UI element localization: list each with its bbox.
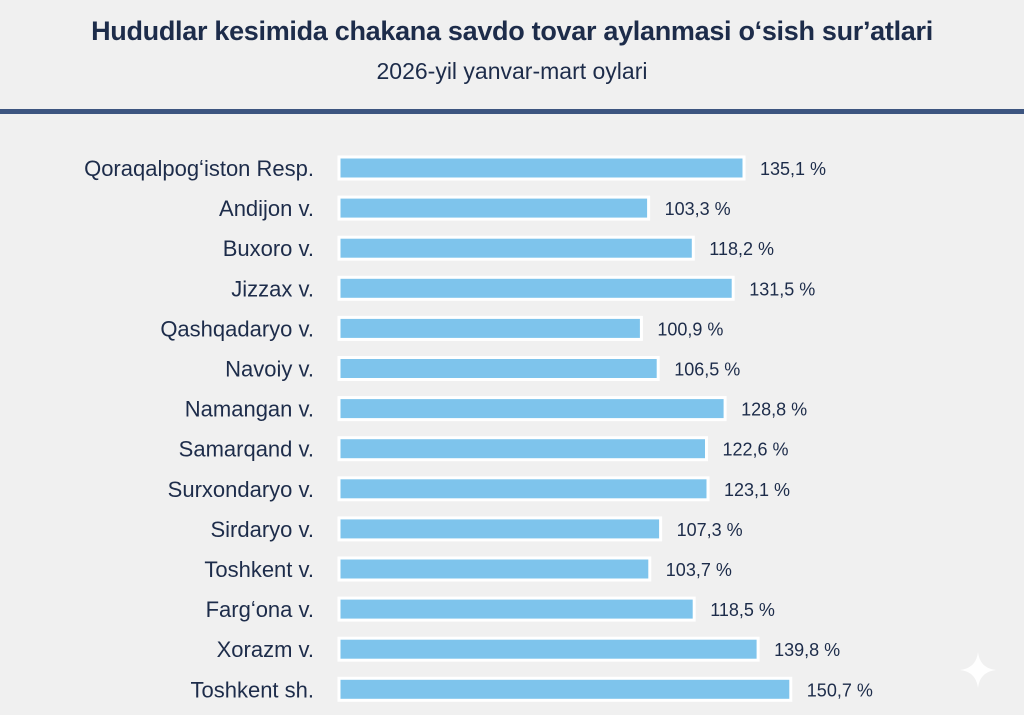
bar bbox=[337, 556, 652, 582]
category-label: Buxoro v. bbox=[223, 236, 314, 261]
chart-header: Hududlar kesimida chakana savdo tovar ay… bbox=[0, 0, 1024, 110]
bar bbox=[337, 155, 746, 181]
bar bbox=[337, 596, 696, 622]
value-label: 128,8 % bbox=[741, 400, 807, 420]
category-label: Qashqadaryo v. bbox=[160, 316, 314, 341]
bar bbox=[337, 476, 710, 502]
category-label: Toshkent v. bbox=[204, 557, 314, 582]
category-label: Namangan v. bbox=[185, 397, 314, 422]
bar bbox=[337, 275, 735, 301]
value-label: 139,8 % bbox=[774, 640, 840, 660]
bar bbox=[337, 396, 727, 422]
category-label: Samarqand v. bbox=[179, 437, 314, 462]
bar bbox=[337, 356, 660, 381]
value-label: 118,5 % bbox=[710, 600, 775, 620]
bar bbox=[337, 676, 793, 702]
chart-title: Hududlar kesimida chakana savdo tovar ay… bbox=[91, 16, 933, 46]
bar bbox=[337, 315, 643, 341]
value-label: 103,3 % bbox=[665, 199, 731, 219]
category-label: Fargʻona v. bbox=[206, 597, 314, 622]
value-label: 123,1 % bbox=[724, 480, 790, 500]
bar bbox=[337, 516, 663, 542]
category-label: Navoiy v. bbox=[225, 357, 314, 382]
value-label: 100,9 % bbox=[657, 319, 723, 339]
chart-subtitle: 2026-yil yanvar-mart oylari bbox=[376, 58, 648, 84]
value-label: 131,5 % bbox=[749, 279, 815, 299]
header-divider bbox=[0, 109, 1024, 114]
bar bbox=[337, 235, 695, 261]
value-label: 122,6 % bbox=[723, 440, 789, 460]
value-label: 106,5 % bbox=[674, 360, 740, 380]
value-label: 118,2 % bbox=[709, 239, 774, 259]
sparkle-icon bbox=[960, 652, 996, 688]
bar bbox=[337, 436, 708, 462]
category-label: Jizzax v. bbox=[231, 276, 314, 301]
value-label: 150,7 % bbox=[807, 680, 873, 700]
category-label: Surxondaryo v. bbox=[168, 477, 314, 502]
category-label: Qoraqalpogʻiston Resp. bbox=[84, 156, 314, 181]
value-label: 107,3 % bbox=[677, 520, 743, 540]
category-label: Sirdaryo v. bbox=[210, 517, 314, 542]
bar bbox=[337, 636, 760, 662]
value-label: 135,1 % bbox=[760, 159, 826, 179]
category-label: Andijon v. bbox=[219, 196, 314, 221]
category-label: Xorazm v. bbox=[217, 637, 314, 662]
category-label: Toshkent sh. bbox=[190, 677, 314, 702]
value-label: 103,7 % bbox=[666, 560, 732, 580]
bar bbox=[337, 195, 651, 221]
